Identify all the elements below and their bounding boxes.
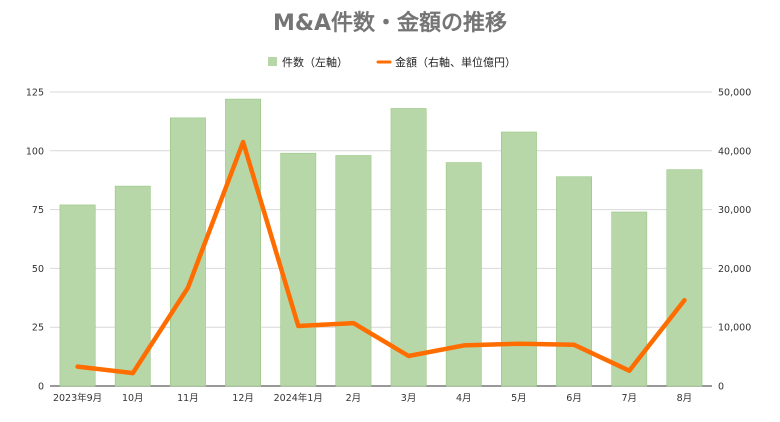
line-point <box>296 324 300 328</box>
legend: 件数（左軸） 金額（右軸、単位億円） <box>268 55 516 69</box>
left-tick-label: 50 <box>32 264 44 275</box>
line-point <box>462 343 466 347</box>
x-tick-label: 10月 <box>122 393 144 404</box>
x-tick-label: 6月 <box>566 393 582 404</box>
bar <box>501 131 537 387</box>
line-point <box>407 354 411 358</box>
legend-label-bar: 件数（左軸） <box>282 55 348 69</box>
right-tick-label: 0 <box>718 382 724 393</box>
bar <box>556 176 592 387</box>
right-tick-label: 30,000 <box>718 205 751 216</box>
right-tick-label: 20,000 <box>718 264 751 275</box>
left-tick-label: 0 <box>38 382 44 393</box>
x-axis-ticks: 2023年9月 10月 11月 12月 2024年1月 2月 3月 4月 5月 6月 7月 8月 <box>53 392 692 404</box>
bar <box>445 162 482 387</box>
right-axis-ticks: 0 10,000 20,000 30,000 40,000 50,000 <box>718 88 751 393</box>
x-tick-label: 2月 <box>346 393 362 404</box>
line-point <box>186 286 190 290</box>
line-path <box>75 139 687 376</box>
bar <box>280 152 317 387</box>
right-tick-label: 40,000 <box>718 146 751 157</box>
bar <box>390 108 427 387</box>
legend-swatch-bar <box>268 57 277 66</box>
x-tick-label: 5月 <box>511 393 527 404</box>
line-series <box>75 139 687 376</box>
x-tick-label: 11月 <box>177 393 199 404</box>
line-point <box>131 371 135 375</box>
x-tick-label: 8月 <box>677 393 693 404</box>
legend-label-line: 金額（右軸、単位億円） <box>395 55 516 69</box>
left-tick-label: 25 <box>32 323 44 334</box>
bar-series <box>59 98 703 387</box>
line-point <box>351 321 355 325</box>
bar <box>611 211 648 387</box>
bar <box>59 204 96 387</box>
line-point <box>241 140 245 144</box>
line-point <box>682 298 686 302</box>
line-point <box>627 369 631 373</box>
x-tick-label: 7月 <box>621 393 637 404</box>
x-tick-label: 4月 <box>456 393 472 404</box>
bar <box>335 155 372 387</box>
x-tick-label: 12月 <box>232 393 254 404</box>
left-axis-ticks: 0 25 50 75 100 125 <box>26 88 44 393</box>
line-point <box>517 342 521 346</box>
right-tick-label: 10,000 <box>718 323 751 334</box>
left-tick-label: 100 <box>26 146 44 157</box>
line-point <box>76 365 80 369</box>
left-tick-label: 125 <box>26 88 44 99</box>
bar <box>666 169 703 387</box>
right-tick-label: 50,000 <box>718 88 751 99</box>
chart-title: M&A件数・金額の推移 <box>273 10 507 36</box>
x-tick-label: 2024年1月 <box>274 392 323 404</box>
left-tick-label: 75 <box>32 205 44 216</box>
x-tick-label: 2023年9月 <box>53 392 102 404</box>
line-point <box>572 343 576 347</box>
x-tick-label: 3月 <box>401 393 417 404</box>
